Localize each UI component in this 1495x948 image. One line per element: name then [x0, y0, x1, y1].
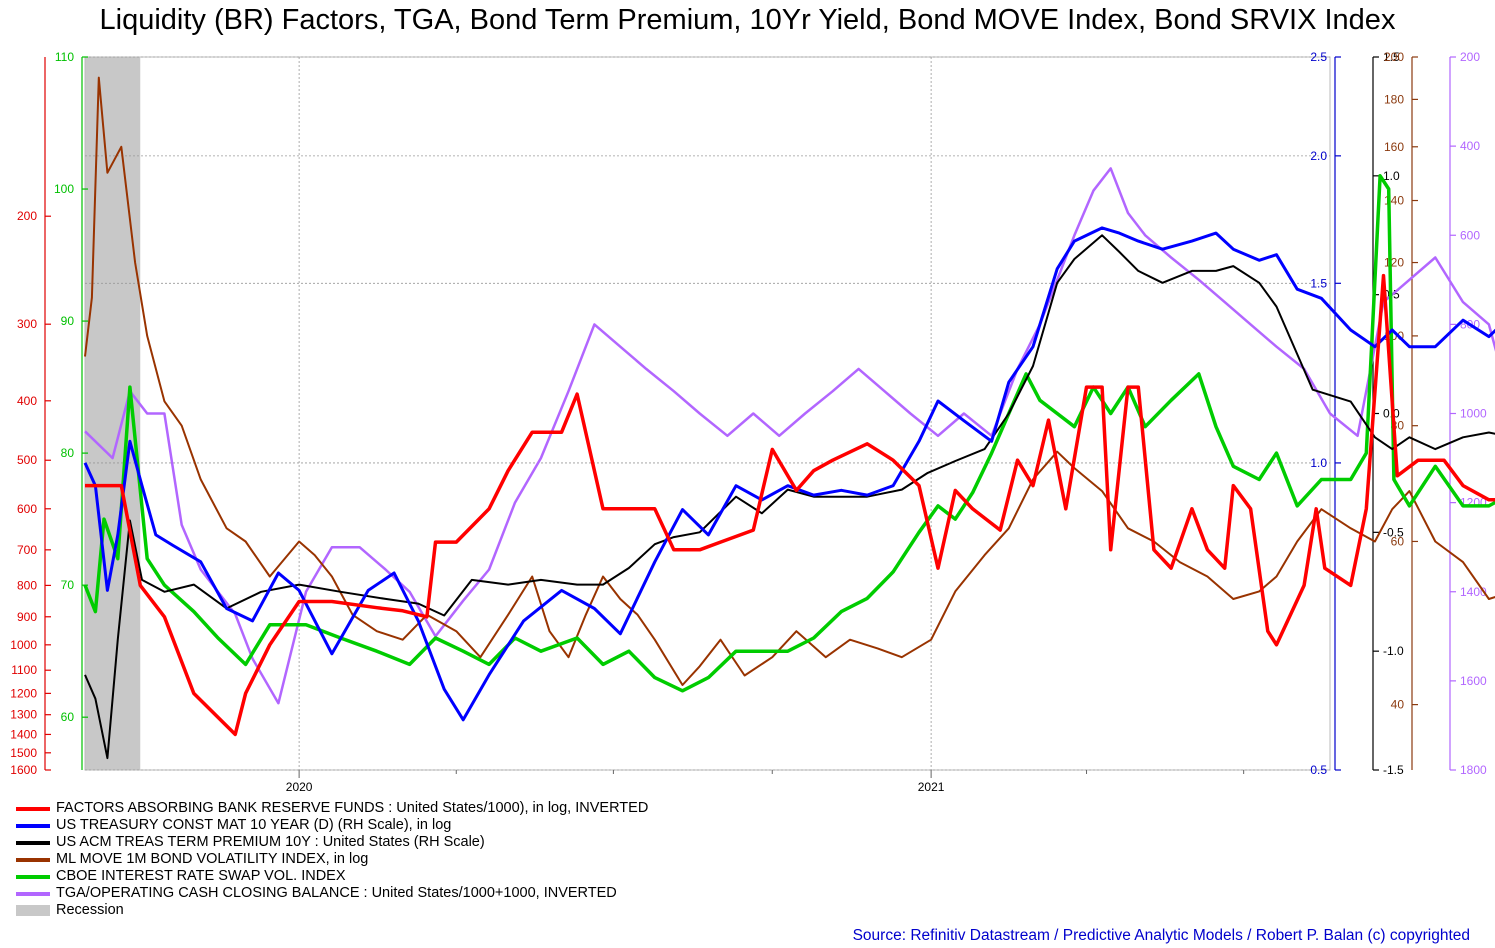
factors-axis-tick-label: 1100: [11, 663, 37, 677]
factors-axis-tick-label: 500: [17, 453, 37, 467]
factors-axis-tick-label: 900: [17, 610, 37, 624]
chart-canvas: 2020 202120030040050060070080090010001100…: [10, 50, 1495, 794]
factors-axis-tick-label: 800: [17, 578, 37, 592]
series-line-factors: [85, 273, 1495, 737]
legend-label: US ACM TREAS TERM PREMIUM 10Y : United S…: [56, 834, 485, 850]
tga-axis-tick-label: 600: [1460, 228, 1480, 242]
tga-axis-tick-label: 1600: [1460, 674, 1487, 688]
move-axis-tick-label: 160: [1384, 140, 1404, 154]
legend-label: CBOE INTEREST RATE SWAP VOL. INDEX: [56, 868, 346, 884]
srvix-axis-tick-label: 80: [61, 446, 75, 460]
srvix-axis-tick-label: 60: [61, 710, 75, 724]
legend: FACTORS ABSORBING BANK RESERVE FUNDS : U…: [16, 800, 648, 919]
legend-item: CBOE INTEREST RATE SWAP VOL. INDEX: [16, 868, 648, 885]
tga-axis-tick-label: 400: [1460, 139, 1480, 153]
legend-label: TGA/OPERATING CASH CLOSING BALANCE : Uni…: [56, 885, 617, 901]
series-line-move: [84, 76, 1495, 686]
legend-label: ML MOVE 1M BOND VOLATILITY INDEX, in log: [56, 851, 369, 867]
legend-swatch: [16, 891, 50, 896]
factors-axis-tick-label: 300: [17, 317, 37, 331]
srvix-axis-tick-label: 90: [61, 314, 75, 328]
plot-frame: [84, 56, 1331, 771]
factors-axis-tick-label: 600: [17, 502, 37, 516]
yield-axis-tick-label: 1.5: [1310, 276, 1327, 290]
legend-swatch: [16, 857, 50, 862]
factors-axis-tick-label: 700: [17, 543, 37, 557]
legend-item: TGA/OPERATING CASH CLOSING BALANCE : Uni…: [16, 885, 648, 902]
series-line-tp: [84, 234, 1495, 760]
legend-swatch: [16, 840, 50, 845]
factors-axis-tick-label: 400: [17, 394, 37, 408]
x-tick-label: 2020: [286, 780, 313, 794]
factors-axis-tick-label: 1300: [10, 708, 37, 722]
chart-title: Liquidity (BR) Factors, TGA, Bond Term P…: [99, 4, 1396, 36]
legend-swatch: [16, 806, 50, 811]
move-axis-tick-label: 60: [1391, 534, 1405, 548]
legend-item: ML MOVE 1M BOND VOLATILITY INDEX, in log: [16, 851, 648, 868]
move-axis-tick-label: 40: [1391, 698, 1405, 712]
series-line-tga: [84, 167, 1495, 705]
yield-axis-tick-label: 2.5: [1310, 50, 1327, 64]
move-axis-tick-label: 120: [1384, 256, 1404, 270]
tp-axis-tick-label: -1.0: [1383, 644, 1404, 658]
x-tick-label: 2021: [918, 780, 945, 794]
legend-swatch: [16, 823, 50, 828]
source-note: Source: Refinitiv Datastream / Predictiv…: [852, 927, 1470, 944]
legend-item: FACTORS ABSORBING BANK RESERVE FUNDS : U…: [16, 800, 648, 817]
legend-item: US TREASURY CONST MAT 10 YEAR (D) (RH Sc…: [16, 817, 648, 834]
tga-axis-tick-label: 1000: [1460, 407, 1487, 421]
legend-label: Recession: [56, 902, 124, 918]
factors-axis-tick-label: 200: [17, 209, 37, 223]
tp-axis-tick-label: -0.5: [1383, 525, 1404, 539]
factors-axis-tick-label: 1500: [10, 746, 37, 760]
yield-axis-tick-label: 0.5: [1310, 763, 1327, 777]
factors-axis-tick-label: 1400: [10, 727, 37, 741]
move-axis-tick-label: 140: [1384, 194, 1404, 208]
tp-axis-tick-label: 1.0: [1383, 169, 1400, 183]
srvix-axis-tick-label: 100: [54, 182, 74, 196]
legend-swatch: [16, 874, 50, 879]
legend-label: US TREASURY CONST MAT 10 YEAR (D) (RH Sc…: [56, 817, 452, 833]
series-line-yield: [83, 226, 1495, 722]
factors-axis-tick-label: 1200: [10, 686, 37, 700]
yield-axis-tick-label: 1.0: [1310, 456, 1327, 470]
srvix-axis-tick-label: 110: [55, 50, 74, 64]
legend-item: US ACM TREAS TERM PREMIUM 10Y : United S…: [16, 834, 648, 851]
factors-axis-tick-label: 1600: [10, 763, 37, 777]
move-axis-tick-label: 200: [1384, 50, 1404, 64]
legend-swatch: [16, 905, 50, 916]
srvix-axis-tick-label: 70: [61, 578, 75, 592]
yield-axis-tick-label: 2.0: [1310, 149, 1327, 163]
tga-axis-tick-label: 200: [1460, 50, 1480, 64]
tp-axis-tick-label: 1.5: [1383, 50, 1400, 64]
legend-item: Recession: [16, 902, 648, 919]
series-line-srvix: [83, 174, 1495, 693]
tp-axis-tick-label: -1.5: [1383, 763, 1404, 777]
move-axis-tick-label: 180: [1384, 92, 1404, 106]
tga-axis-tick-label: 1800: [1460, 763, 1487, 777]
legend-label: FACTORS ABSORBING BANK RESERVE FUNDS : U…: [56, 800, 649, 816]
factors-axis-tick-label: 1000: [10, 638, 37, 652]
